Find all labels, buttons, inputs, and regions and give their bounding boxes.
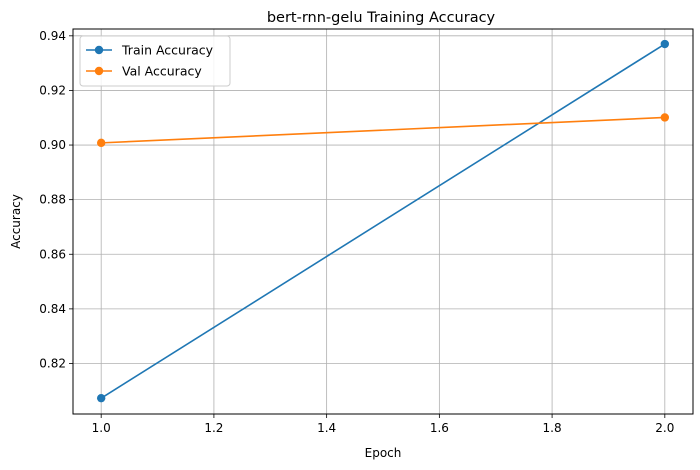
y-tick-label: 0.90	[39, 138, 66, 152]
x-tick-label: 1.4	[317, 421, 336, 435]
x-tick-label: 1.0	[92, 421, 111, 435]
y-tick-label: 0.92	[39, 83, 66, 97]
y-tick-label: 0.84	[39, 302, 66, 316]
y-tick-label: 0.86	[39, 247, 66, 261]
series-2-point	[660, 113, 670, 122]
series-1-point	[96, 393, 106, 403]
x-tick-label: 1.6	[430, 421, 449, 435]
y-tick-label: 0.94	[39, 29, 66, 43]
x-tick-label: 1.2	[204, 421, 223, 435]
chart-title: bert-rnn-gelu Training Accuracy	[267, 10, 496, 26]
grid	[73, 29, 693, 414]
legend-box	[79, 35, 231, 87]
legend-swatch-marker	[94, 45, 104, 55]
y-tick-label: 0.88	[39, 193, 66, 207]
series-line-1	[100, 43, 666, 399]
y-tick-label: 0.82	[39, 356, 66, 370]
y-axis-label: Accuracy	[9, 194, 23, 249]
legend-swatch-marker	[94, 66, 104, 76]
ticks: 1.0 1.2 1.4 1.6 1.8 2.0 0.82 0.84 0.86 0.88 0.90 0.…	[39, 29, 674, 435]
series-layer	[96, 39, 670, 403]
series-line-2	[101, 116, 665, 144]
x-axis-label: Epoch	[365, 446, 402, 460]
legend-label: Train Accuracy	[121, 43, 214, 58]
x-tick-label: 2.0	[655, 421, 674, 435]
series-1-point	[660, 39, 670, 49]
x-tick-label: 1.8	[543, 421, 562, 435]
legend-label: Val Accuracy	[122, 64, 202, 79]
series-2-point	[96, 138, 106, 148]
legend-items: Train Accuracy Val Accuracy	[86, 43, 214, 79]
plot-frame	[72, 28, 694, 415]
legend: Train Accuracy Val Accuracy	[79, 35, 231, 87]
